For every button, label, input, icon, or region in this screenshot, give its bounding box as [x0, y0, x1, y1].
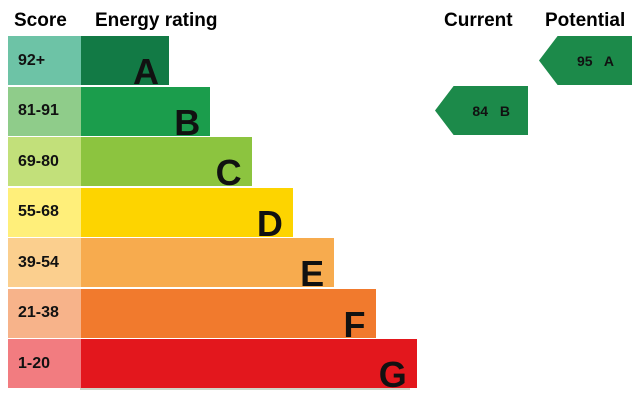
potential-rating-arrow: 95 A	[539, 36, 632, 85]
rating-letter-a: A	[133, 54, 159, 90]
rating-bar-c: C	[81, 137, 252, 186]
energy-rating-header: Energy rating	[95, 10, 217, 32]
rating-bar-b: B	[81, 87, 210, 136]
rating-bar-g: G	[81, 339, 417, 388]
rating-bar-e: E	[81, 238, 334, 287]
rating-bar-d: D	[81, 188, 293, 237]
rating-letter-d: D	[257, 206, 283, 242]
rating-letter-b: B	[174, 105, 200, 141]
current-rating-arrow: 84 B	[435, 86, 528, 135]
current-header: Current	[444, 10, 513, 32]
rating-letter-f: F	[344, 307, 366, 343]
potential-header: Potential	[545, 10, 625, 32]
score-range-g: 1-20	[8, 339, 81, 388]
score-range-f: 21-38	[8, 289, 81, 338]
score-range-e: 39-54	[8, 238, 81, 287]
score-range-c: 69-80	[8, 137, 81, 186]
rating-letter-c: C	[216, 155, 242, 191]
score-header: Score	[14, 10, 67, 32]
score-range-a: 92+	[8, 36, 81, 85]
rating-bar-a: A	[81, 36, 169, 85]
score-range-d: 55-68	[8, 188, 81, 237]
score-range-b: 81-91	[8, 87, 81, 136]
rating-bar-f: F	[81, 289, 376, 338]
rating-letter-e: E	[300, 256, 324, 292]
